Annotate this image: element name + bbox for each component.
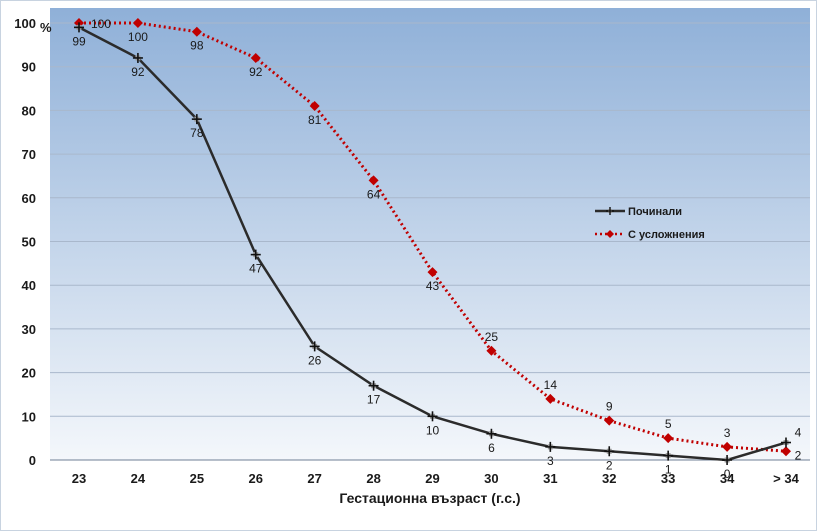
data-label: 3 bbox=[724, 426, 731, 440]
data-label: 6 bbox=[488, 441, 495, 455]
y-tick-label: 90 bbox=[22, 60, 36, 75]
data-point bbox=[722, 455, 733, 465]
data-point bbox=[309, 341, 320, 352]
x-tick-label: 26 bbox=[249, 471, 263, 486]
x-tick-label: 25 bbox=[190, 471, 204, 486]
data-label: 47 bbox=[249, 262, 263, 276]
data-point bbox=[250, 249, 261, 260]
data-label: 81 bbox=[308, 113, 322, 127]
data-label: 25 bbox=[485, 330, 499, 344]
data-point bbox=[486, 345, 497, 356]
data-point bbox=[191, 26, 202, 37]
data-point bbox=[663, 450, 674, 461]
legend-swatch-marker bbox=[606, 230, 614, 238]
legend-entry: С усложнения bbox=[595, 229, 705, 241]
x-tick-label: 32 bbox=[602, 471, 616, 486]
data-label: 99 bbox=[72, 34, 86, 48]
y-tick-label: 0 bbox=[29, 453, 36, 468]
data-label: 43 bbox=[426, 279, 440, 293]
y-tick-label: 50 bbox=[22, 235, 36, 250]
data-point bbox=[132, 52, 143, 63]
data-label: 2 bbox=[795, 448, 802, 462]
legend-label: С усложнения bbox=[628, 229, 705, 241]
data-label: 4 bbox=[795, 426, 802, 440]
x-tick-label: 29 bbox=[425, 471, 439, 486]
data-label: 14 bbox=[544, 378, 558, 392]
y-tick-label: 20 bbox=[22, 366, 36, 381]
y-tick-label: 100 bbox=[14, 16, 36, 31]
data-label: 0 bbox=[724, 467, 731, 481]
x-tick-labels: 23 24 25 26 27 28 29 30 31 32 33 34 > 34 bbox=[72, 471, 800, 486]
grid-lines bbox=[50, 22, 810, 461]
legend-label: Починали bbox=[628, 206, 682, 218]
data-point bbox=[250, 52, 261, 63]
data-label: 92 bbox=[249, 65, 263, 79]
data-point bbox=[663, 433, 674, 444]
y-axis-unit: % bbox=[40, 20, 52, 35]
y-tick-label: 60 bbox=[22, 191, 36, 206]
data-label: 1 bbox=[665, 463, 672, 477]
data-label: 98 bbox=[190, 39, 204, 53]
data-label: 78 bbox=[190, 126, 204, 140]
data-label: 64 bbox=[367, 187, 381, 201]
data-label: 17 bbox=[367, 393, 381, 407]
y-tick-label: 10 bbox=[22, 409, 36, 424]
legend: Починали С усложнения bbox=[595, 206, 705, 241]
data-point bbox=[545, 393, 556, 404]
x-tick-label: 27 bbox=[307, 471, 321, 486]
data-point bbox=[545, 441, 556, 452]
y-tick-label: 80 bbox=[22, 103, 36, 118]
y-tick-label: 70 bbox=[22, 147, 36, 162]
x-tick-label: 24 bbox=[131, 471, 146, 486]
legend-swatch-marker bbox=[606, 207, 614, 215]
data-label: 92 bbox=[131, 65, 145, 79]
data-point bbox=[191, 114, 202, 125]
data-point bbox=[427, 267, 438, 278]
data-point bbox=[368, 175, 379, 186]
data-point bbox=[722, 441, 733, 452]
x-tick-label: 33 bbox=[661, 471, 675, 486]
x-tick-label: 28 bbox=[366, 471, 380, 486]
x-tick-label: 23 bbox=[72, 471, 86, 486]
x-tick-label: > 34 bbox=[773, 471, 799, 486]
x-tick-label: 30 bbox=[484, 471, 498, 486]
data-point bbox=[604, 415, 615, 426]
y-tick-label: 30 bbox=[22, 322, 36, 337]
data-label: 5 bbox=[665, 417, 672, 431]
data-point bbox=[604, 446, 615, 457]
data-label: 10 bbox=[426, 423, 440, 437]
series-deceased bbox=[74, 22, 791, 465]
y-tick-labels: 0 10 20 30 40 50 60 70 80 90 100 bbox=[14, 16, 36, 468]
x-axis-title: Гестационна възраст (г.с.) bbox=[339, 490, 520, 506]
y-tick-label: 40 bbox=[22, 278, 36, 293]
data-label: 3 bbox=[547, 454, 554, 468]
data-point bbox=[132, 18, 143, 28]
data-label: 100 bbox=[128, 30, 148, 44]
legend-entry: Починали bbox=[595, 206, 682, 218]
data-point bbox=[309, 101, 320, 112]
x-tick-label: 31 bbox=[543, 471, 557, 486]
data-label: 2 bbox=[606, 458, 613, 472]
data-point bbox=[781, 437, 791, 448]
data-label: 100 bbox=[91, 17, 111, 31]
data-point bbox=[427, 411, 438, 422]
data-point bbox=[74, 22, 84, 33]
data-point bbox=[368, 380, 379, 391]
data-point bbox=[781, 446, 791, 457]
plot-area bbox=[50, 8, 810, 460]
data-label: 26 bbox=[308, 353, 322, 367]
data-label: 9 bbox=[606, 400, 613, 414]
x-tick-label: 34 bbox=[720, 471, 735, 486]
series-complications bbox=[74, 18, 791, 457]
data-point bbox=[486, 428, 497, 439]
